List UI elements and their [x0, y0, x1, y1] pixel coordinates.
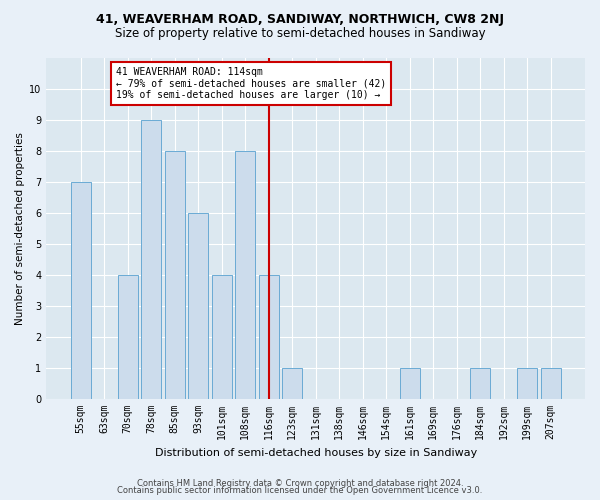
Bar: [188, 213, 208, 399]
Bar: [541, 368, 560, 399]
Bar: [517, 368, 537, 399]
Bar: [141, 120, 161, 399]
Bar: [259, 275, 278, 399]
Y-axis label: Number of semi-detached properties: Number of semi-detached properties: [15, 132, 25, 324]
X-axis label: Distribution of semi-detached houses by size in Sandiway: Distribution of semi-detached houses by …: [155, 448, 477, 458]
Text: Size of property relative to semi-detached houses in Sandiway: Size of property relative to semi-detach…: [115, 28, 485, 40]
Bar: [165, 150, 185, 399]
Bar: [282, 368, 302, 399]
Bar: [212, 275, 232, 399]
Text: Contains public sector information licensed under the Open Government Licence v3: Contains public sector information licen…: [118, 486, 482, 495]
Text: Contains HM Land Registry data © Crown copyright and database right 2024.: Contains HM Land Registry data © Crown c…: [137, 478, 463, 488]
Bar: [71, 182, 91, 399]
Bar: [470, 368, 490, 399]
Bar: [118, 275, 138, 399]
Text: 41, WEAVERHAM ROAD, SANDIWAY, NORTHWICH, CW8 2NJ: 41, WEAVERHAM ROAD, SANDIWAY, NORTHWICH,…: [96, 12, 504, 26]
Bar: [235, 150, 255, 399]
Bar: [400, 368, 419, 399]
Text: 41 WEAVERHAM ROAD: 114sqm
← 79% of semi-detached houses are smaller (42)
19% of : 41 WEAVERHAM ROAD: 114sqm ← 79% of semi-…: [116, 67, 386, 100]
